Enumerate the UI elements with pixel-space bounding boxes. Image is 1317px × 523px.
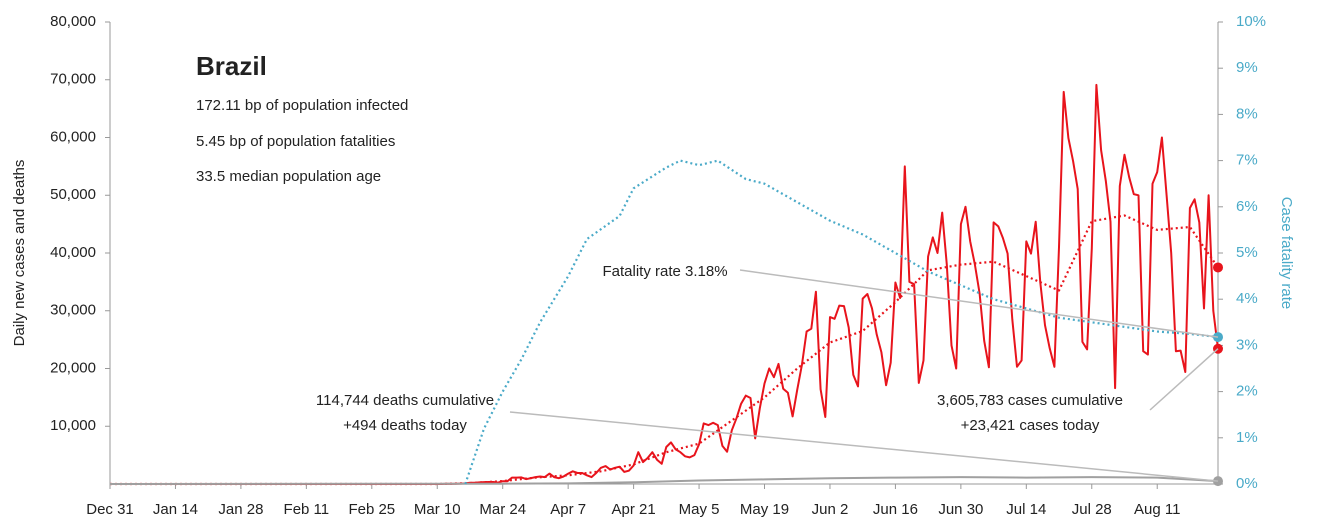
x-tick-label: Jun 2 bbox=[812, 501, 849, 518]
x-tick-label: Apr 7 bbox=[550, 501, 586, 518]
y2-tick-label: 7% bbox=[1236, 152, 1258, 169]
chart-title: Brazil bbox=[196, 51, 267, 81]
end-point bbox=[1213, 262, 1223, 273]
annotation: +494 deaths today bbox=[343, 417, 467, 434]
y2-tick-label: 5% bbox=[1236, 244, 1258, 261]
y2-axis-label: Case fatality rate bbox=[1278, 197, 1295, 310]
x-tick-label: Dec 31 bbox=[86, 501, 134, 518]
y-tick-label: 20,000 bbox=[50, 359, 96, 376]
leader-line bbox=[739, 269, 1219, 338]
x-tick-label: Jan 28 bbox=[218, 501, 263, 518]
leader-line bbox=[509, 411, 1219, 482]
x-tick-label: Jun 16 bbox=[873, 501, 918, 518]
y2-tick-label: 10% bbox=[1236, 13, 1266, 30]
y-tick-label: 10,000 bbox=[50, 417, 96, 434]
x-tick-label: Mar 24 bbox=[479, 501, 526, 518]
subtitle: 172.11 bp of population infected bbox=[196, 97, 408, 114]
y-tick-label: 50,000 bbox=[50, 186, 96, 203]
series-line bbox=[464, 159, 1219, 485]
x-tick-label: Feb 25 bbox=[348, 501, 395, 518]
annotation: 3,605,783 cases cumulative bbox=[937, 392, 1123, 409]
leader-line bbox=[1149, 348, 1219, 411]
series-line bbox=[110, 214, 1219, 486]
y2-tick-label: 2% bbox=[1236, 383, 1258, 400]
annotation: +23,421 cases today bbox=[961, 417, 1100, 434]
x-tick-label: Jul 14 bbox=[1006, 501, 1046, 518]
y2-tick-label: 1% bbox=[1236, 429, 1258, 446]
y-tick-label: 40,000 bbox=[50, 244, 96, 261]
y2-tick-label: 3% bbox=[1236, 336, 1258, 353]
x-tick-label: May 5 bbox=[679, 501, 720, 518]
y2-tick-label: 9% bbox=[1236, 59, 1258, 76]
y2-tick-label: 8% bbox=[1236, 105, 1258, 122]
annotation: 114,744 deaths cumulative bbox=[316, 392, 494, 409]
y-tick-label: 60,000 bbox=[50, 128, 96, 145]
subtitle: 33.5 median population age bbox=[196, 168, 381, 185]
x-tick-label: Feb 11 bbox=[284, 501, 330, 518]
series-line bbox=[110, 83, 1219, 485]
x-tick-label: May 19 bbox=[740, 501, 789, 518]
x-tick-label: Jul 28 bbox=[1072, 501, 1112, 518]
y2-tick-label: 6% bbox=[1236, 198, 1258, 215]
subtitle: 5.45 bp of population fatalities bbox=[196, 133, 395, 150]
y-tick-label: 70,000 bbox=[50, 71, 96, 88]
annotation: Fatality rate 3.18% bbox=[602, 263, 727, 280]
y2-tick-label: 0% bbox=[1236, 475, 1258, 492]
x-tick-label: Apr 21 bbox=[612, 501, 656, 518]
series-line bbox=[109, 476, 1219, 485]
x-tick-label: Mar 10 bbox=[414, 501, 461, 518]
y-tick-label: 80,000 bbox=[50, 13, 96, 30]
y-tick-label: 30,000 bbox=[50, 302, 96, 319]
x-tick-label: Aug 11 bbox=[1134, 501, 1180, 518]
x-tick-label: Jun 30 bbox=[938, 501, 983, 518]
y2-tick-label: 4% bbox=[1236, 290, 1258, 307]
y-axis-label: Daily new cases and deaths bbox=[11, 160, 28, 347]
x-tick-label: Jan 14 bbox=[153, 501, 198, 518]
